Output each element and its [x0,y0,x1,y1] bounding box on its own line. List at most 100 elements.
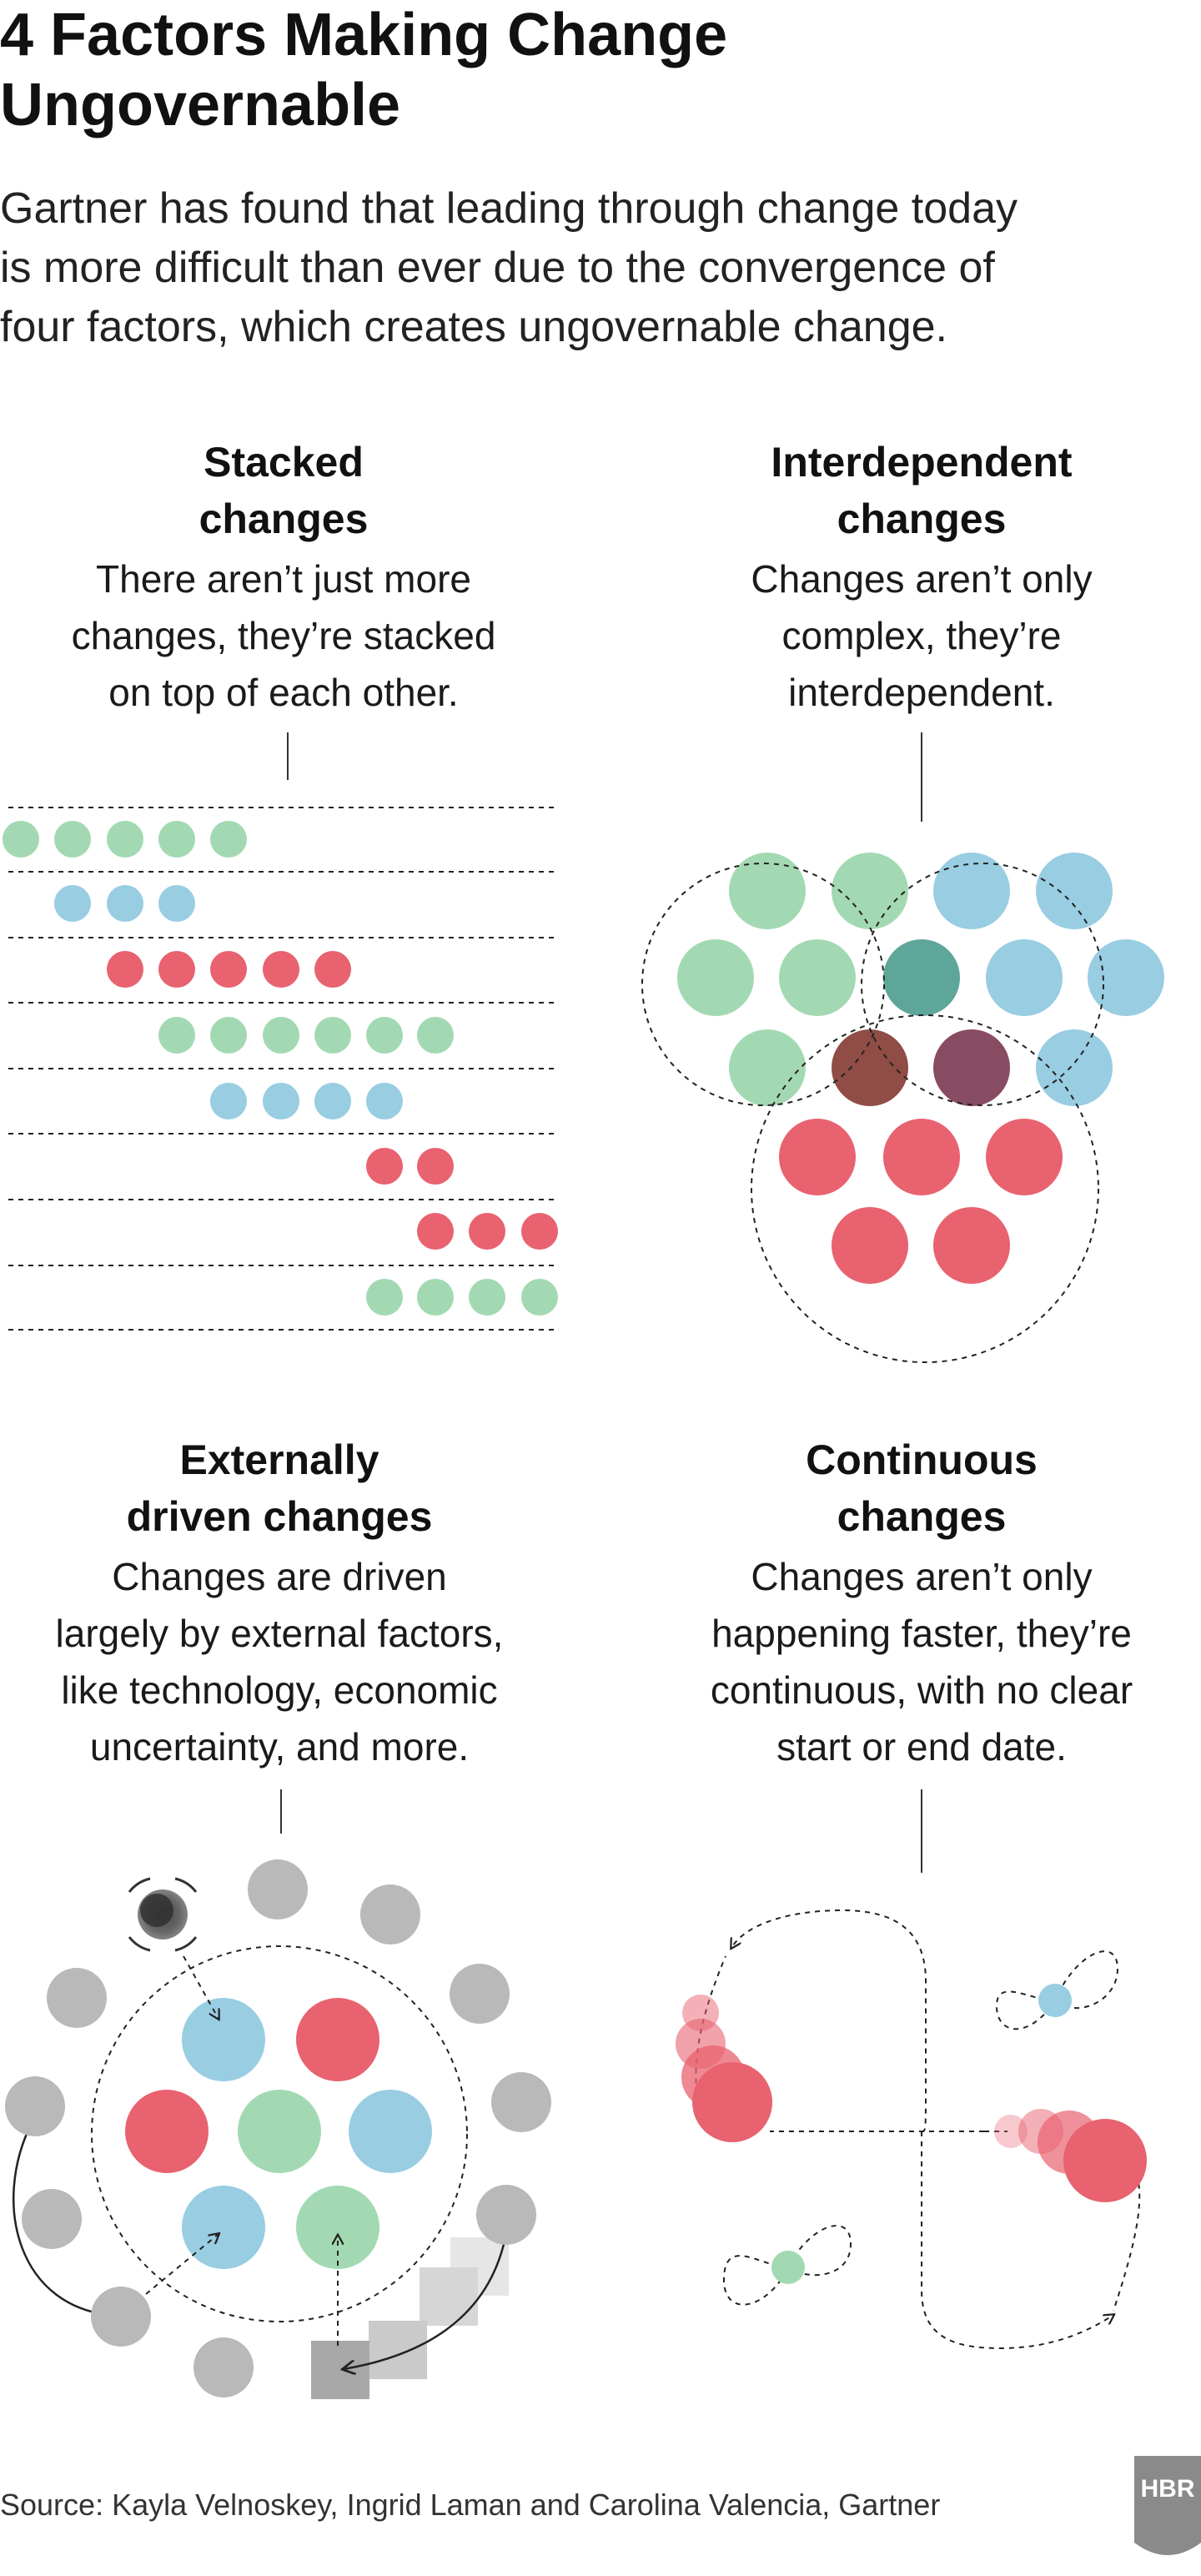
stacked-change-dot [263,1017,299,1054]
interdependent-changes-diagram [641,853,1164,1363]
continuous-changes-diagram [676,1909,1147,2350]
stacked-change-dot [210,821,247,858]
stacked-change-dot [263,951,299,988]
infographic-subtitle: Gartner has found that leading through c… [0,184,1018,351]
external-factor-dot [5,2076,65,2136]
stacked-change-dot [469,1279,505,1316]
external-factor-dot [193,2337,254,2397]
stacked-changes-diagram [3,807,559,1331]
stacked-change-dot [107,821,143,858]
interdependent-change-dot [729,1029,806,1106]
blue-set-boundary [861,863,1104,1106]
external-curved-arrow [12,2122,118,2316]
externally-driven-changes-description: Changes are driven largely by external f… [55,1555,504,1768]
interdependent-change-dot [986,1119,1063,1195]
continuous-change-dot [771,2251,805,2284]
stacked-change-dot [417,1213,454,1250]
stacked-change-dot [314,951,351,988]
interdependent-change-dot [933,1207,1010,1284]
stacked-change-dot [158,951,195,988]
stacked-change-dot [158,1017,195,1054]
external-factor-dot [450,1964,510,2024]
external-factor-dot [476,2185,536,2245]
interdependent-change-dot [883,1119,960,1195]
trailing-change-dot [994,2115,1028,2148]
trailing-change-dot [1063,2119,1147,2202]
external-factor-dot [91,2287,151,2347]
continuous-change-dot [1038,1984,1072,2017]
interdependent-change-dot [779,939,856,1016]
continuous-changes-title: Continuous changes [806,1436,1038,1540]
stacked-change-dot [366,1083,403,1119]
stacked-change-dot [54,821,91,858]
continuous-path-segment [921,2131,1113,2350]
stacked-change-dot [158,885,195,922]
technology-stack-icon [311,2237,509,2399]
continuous-changes-description: Changes aren’t only happening faster, th… [710,1555,1133,1768]
stacked-change-dot [314,1083,351,1119]
stacked-change-dot [417,1279,454,1316]
stacked-change-dot [417,1148,454,1185]
hbr-logo: HBR [1134,2456,1201,2555]
interdependent-change-dot [883,939,960,1016]
interdependent-change-dot [1036,853,1113,929]
continuous-path-segment [731,1909,927,2132]
infographic-title: 4 Factors Making Change Ungovernable [0,2,728,138]
external-factor-dot [360,1884,420,1945]
interdependent-change-dot [729,853,806,929]
stacked-change-dot [3,821,39,858]
stacked-change-dot [158,821,195,858]
stacked-change-dot [107,885,143,922]
internal-change-dot [182,2186,265,2269]
internal-change-dot [349,2090,432,2173]
stacked-change-dot [417,1017,454,1054]
internal-change-dot [182,1998,265,2081]
interdependent-change-dot [933,1029,1010,1106]
stacked-change-dot [521,1279,558,1316]
external-event-blob-icon [128,1877,198,1952]
hbr-logo-text: HBR [1141,2475,1195,2503]
stacked-change-dot [263,1083,299,1119]
stacked-change-dot [210,1083,247,1119]
interdependent-change-dot [933,853,1010,929]
interdependent-change-dot [832,1029,908,1106]
source-note: Source: Kayla Velnoskey, Ingrid Laman an… [0,2488,941,2522]
external-influence-arrow [183,1955,219,2019]
external-curved-arrow [344,2214,510,2369]
interdependent-change-dot [677,939,754,1016]
interdependent-changes-description: Changes aren’t only complex, they’re int… [751,557,1093,714]
external-factor-dot [47,1968,107,2028]
stacked-change-dot [469,1213,505,1250]
interdependent-change-dot [1088,939,1164,1016]
externally-driven-changes-title: Externally driven changes [126,1436,433,1540]
interdependent-change-dot [986,939,1063,1016]
interdependent-change-dot [832,1207,908,1284]
stacked-change-dot [54,885,91,922]
stacked-change-dot [107,951,143,988]
external-factor-dot [491,2072,551,2132]
stacked-change-dot [366,1279,403,1316]
red-set-boundary [751,1014,1099,1363]
organization-boundary [91,1945,468,2322]
interdependent-change-dot [779,1119,856,1195]
internal-change-dot [238,2090,321,2173]
interdependent-change-dot [1036,1029,1113,1106]
stacked-change-dot [366,1017,403,1054]
stacked-change-dot [210,1017,247,1054]
interdependent-change-dot [832,853,908,929]
green-set-boundary [641,863,885,1106]
internal-change-dot [296,1998,379,2081]
stacked-change-dot [314,1017,351,1054]
trailing-change-dot [692,2062,772,2142]
externally-driven-changes-diagram [5,1859,551,2399]
stacked-changes-title: Stacked changes [198,439,369,542]
stacked-change-dot [521,1213,558,1250]
internal-change-dot [296,2186,379,2269]
stacked-change-dot [366,1148,403,1185]
interdependent-changes-title: Interdependent changes [771,439,1073,542]
stacked-changes-description: There aren’t just more changes, they’re … [71,557,496,714]
external-factor-dot [22,2189,82,2249]
internal-change-dot [125,2090,209,2173]
stacked-change-dot [210,951,247,988]
